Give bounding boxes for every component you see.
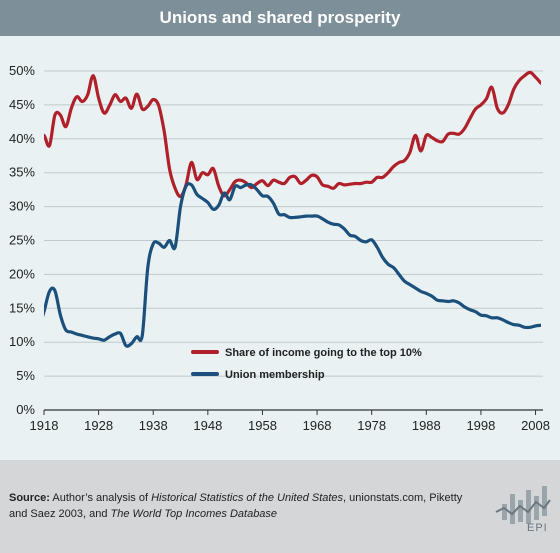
x-tick-label: 1988 <box>412 418 441 433</box>
y-tick-label: 15% <box>9 300 35 315</box>
income-share-line <box>44 70 541 199</box>
epi-logo-icon <box>495 486 551 524</box>
y-tick-label: 10% <box>9 334 35 349</box>
y-tick-label: 50% <box>9 63 35 78</box>
union-membership-line <box>44 182 541 348</box>
source-text-1: Author’s analysis of <box>52 492 152 504</box>
chart-title: Unions and shared prosperity <box>159 8 401 27</box>
x-tick-label: 2008 <box>521 418 550 433</box>
legend-label: Share of income going to the top 10% <box>225 347 422 359</box>
x-tick-label: 1938 <box>139 418 168 433</box>
epi-logo-text: EPI <box>527 522 548 534</box>
series-lines <box>44 70 541 348</box>
x-tick-label: 1948 <box>193 418 222 433</box>
x-tick-label: 1918 <box>30 418 59 433</box>
source-title-2: The World Top Incomes Database <box>110 508 278 520</box>
y-tick-label: 5% <box>16 368 35 383</box>
x-tick-label: 1928 <box>84 418 113 433</box>
legend-label: Union membership <box>225 369 325 381</box>
y-axis-tick-labels: 0% 5% 10% 15% 20% 25% 30% 35% 40% 45% 50% <box>9 63 35 417</box>
title-bar: Unions and shared prosperity <box>0 0 560 36</box>
y-tick-label: 20% <box>9 266 35 281</box>
plot-area: 0% 5% 10% 15% 20% 25% 30% 35% 40% 45% 50% 1918 1928… <box>0 36 560 460</box>
footer: Source: Author’s analysis of Historical … <box>0 460 560 553</box>
x-tick-label: 1968 <box>303 418 332 433</box>
y-tick-label: 45% <box>9 97 35 112</box>
x-tick-label: 1958 <box>248 418 277 433</box>
x-tick-label: 1998 <box>466 418 495 433</box>
source-label: Source: <box>9 492 50 504</box>
source-text-2: , unionstats.com, Piketty and Saez 2003,… <box>9 492 463 520</box>
x-axis <box>43 409 543 415</box>
gridlines <box>44 70 543 377</box>
y-tick-label: 0% <box>16 402 35 417</box>
source-title-1: Historical Statistics of the United Stat… <box>151 492 344 504</box>
legend: Share of income going to the top 10% Unio… <box>191 347 422 381</box>
y-tick-label: 25% <box>9 233 35 248</box>
y-tick-label: 30% <box>9 199 35 214</box>
y-tick-label: 35% <box>9 165 35 180</box>
x-axis-tick-labels: 1918 1928 1938 1948 1958 1968 1978 1988 1998 2008 <box>30 418 550 433</box>
x-tick-label: 1978 <box>357 418 386 433</box>
line-chart: 0% 5% 10% 15% 20% 25% 30% 35% 40% 45% 50% 1918 1928… <box>9 63 550 433</box>
y-tick-label: 40% <box>9 131 35 146</box>
source-note: Source: Author’s analysis of Historical … <box>9 490 479 522</box>
